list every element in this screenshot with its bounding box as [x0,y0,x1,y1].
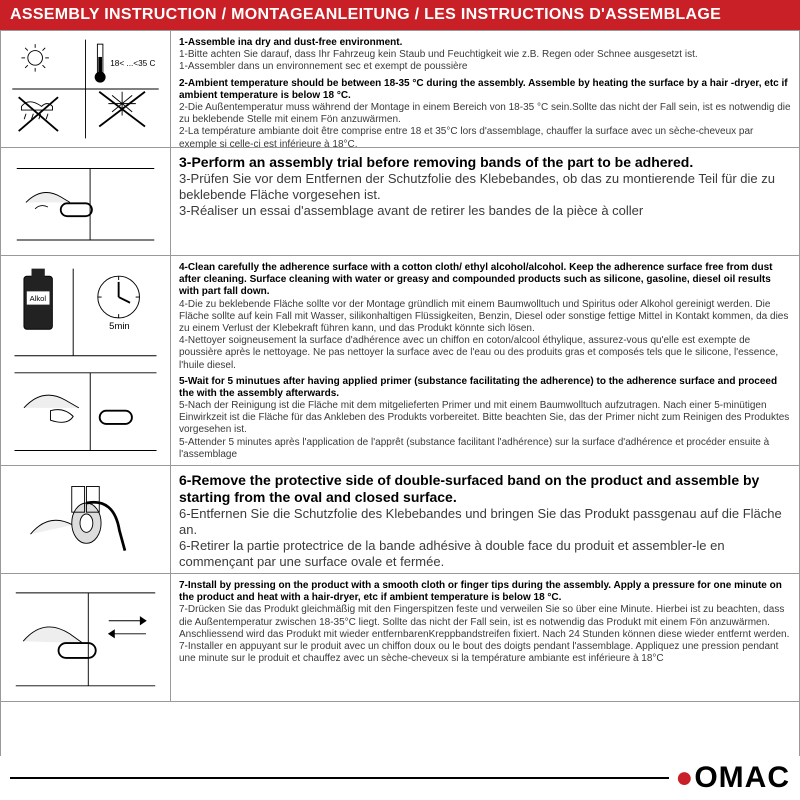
step-4-en: 4-Clean carefully the adherence surface … [179,262,791,299]
step-2: 2-Ambient temperature should be between … [179,78,791,151]
footer-rule [10,777,669,779]
step-3: 3-Perform an assembly trial before remov… [179,154,791,219]
illustration-clean-primer: Alkol 5min [1,256,171,465]
brand-text: OMAC [694,761,790,794]
step-1-en: 1-Assemble ina dry and dust-free environ… [179,37,791,49]
step-5-en: 5-Wait for 5 minutues after having appli… [179,376,791,400]
illustration-press-install [1,574,171,701]
row-step-6: 6-Remove the protective side of double-s… [1,466,799,574]
row-step-1-2: 18< ...<35 C 1-Assemble ina dry and dust… [1,30,799,148]
step-5-de: 5-Nach der Reinigung ist die Fläche mit … [179,400,791,437]
brand-dot-icon: ● [675,761,694,794]
step-7-fr: 7-Installer en appuyant sur le produit a… [179,641,791,665]
step-1: 1-Assemble ina dry and dust-free environ… [179,37,791,74]
text-step-7: 7-Install by pressing on the product wit… [171,574,799,701]
assembly-instruction-sheet: ASSEMBLY INSTRUCTION / MONTAGEANLEITUNG … [0,0,800,800]
illustration-trial-fit [1,148,171,255]
step-1-fr: 1-Assembler dans un environnement sec et… [179,61,791,73]
step-7-en: 7-Install by pressing on the product wit… [179,580,791,604]
step-4-fr: 4-Nettoyer soigneusement la surface d'ad… [179,335,791,372]
step-5: 5-Wait for 5 minutues after having appli… [179,376,791,461]
step-1-de: 1-Bitte achten Sie darauf, dass Ihr Fahr… [179,49,791,61]
step-5-fr: 5-Attender 5 minutes après l'application… [179,437,791,461]
illustration-environment-temperature: 18< ...<35 C [1,31,171,147]
step-7-de: 7-Drücken Sie das Produkt gleichmäßig mi… [179,604,791,641]
step-6-fr: 6-Retirer la partie protectrice de la ba… [179,538,791,570]
step-6-de: 6-Entfernen Sie die Schutzfolie des Kleb… [179,506,791,538]
step-6-en: 6-Remove the protective side of double-s… [179,472,791,506]
row-step-3: 3-Perform an assembly trial before remov… [1,148,799,256]
row-step-4-5: Alkol 5min 4-Cle [1,256,799,466]
step-2-en: 2-Ambient temperature should be between … [179,78,791,102]
text-step-4-5: 4-Clean carefully the adherence surface … [171,256,799,465]
temperature-range-label: 18< ...<35 C [110,59,155,68]
brand-logo: ●OMAC [675,761,790,795]
step-7: 7-Install by pressing on the product wit… [179,580,791,665]
step-2-de: 2-Die Außentemperatur muss während der M… [179,102,791,126]
illustration-remove-protective-band [1,466,171,573]
step-3-en: 3-Perform an assembly trial before remov… [179,154,791,171]
text-step-1-2: 1-Assemble ina dry and dust-free environ… [171,31,799,147]
row-step-7: 7-Install by pressing on the product wit… [1,574,799,702]
text-step-3: 3-Perform an assembly trial before remov… [171,148,799,255]
bottle-label: Alkol [30,294,47,303]
step-4-de: 4-Die zu beklebende Fläche sollte vor de… [179,299,791,336]
footer: ●OMAC [0,756,800,800]
step-4: 4-Clean carefully the adherence surface … [179,262,791,372]
timer-label: 5min [109,321,130,332]
page-title: ASSEMBLY INSTRUCTION / MONTAGEANLEITUNG … [0,0,800,30]
step-6: 6-Remove the protective side of double-s… [179,472,791,570]
step-3-de: 3-Prüfen Sie vor dem Entfernen der Schut… [179,171,791,203]
instruction-rows: 18< ...<35 C 1-Assemble ina dry and dust… [0,30,800,756]
text-step-6: 6-Remove the protective side of double-s… [171,466,799,573]
step-3-fr: 3-Réaliser un essai d'assemblage avant d… [179,203,791,219]
